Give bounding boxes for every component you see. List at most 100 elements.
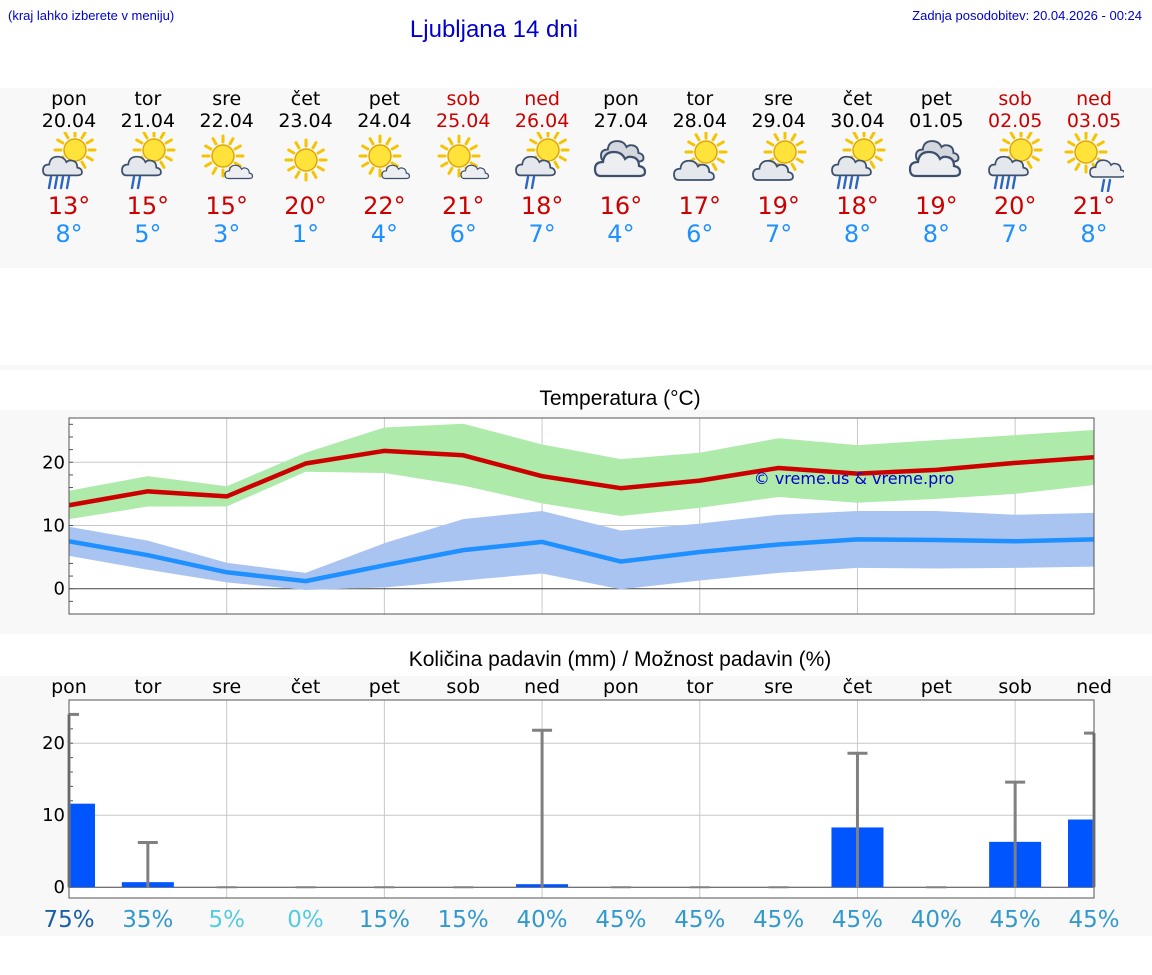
day-date: 01.05 xyxy=(909,110,964,132)
daily-forecast: pon 20.04 13° 8° tor 21.04 15° 5° sre 22.04 15° 3° č… xyxy=(0,88,1152,268)
day-date: 30.04 xyxy=(830,110,885,132)
overcast-icon xyxy=(593,140,647,178)
page-title: Ljubljana 14 dni xyxy=(409,16,579,43)
day-date: 03.05 xyxy=(1066,110,1122,132)
max-temperature: 19° xyxy=(915,192,958,220)
precip-day-label: čet xyxy=(843,676,873,698)
day-name: sob xyxy=(446,88,481,110)
day-name: pet xyxy=(368,88,400,110)
temp-ytick-label: 0 xyxy=(54,579,65,600)
day-column: sre 29.04 19° 7° xyxy=(739,88,819,248)
precip-day-label: sre xyxy=(764,676,793,698)
sun-cloud-heavy-rain-icon xyxy=(42,132,97,190)
max-temp-range-band xyxy=(69,423,1094,520)
day-column: pet 01.05 19° 8° xyxy=(896,88,976,248)
sun-cloud-icon xyxy=(672,132,728,181)
day-date: 20.04 xyxy=(41,110,97,132)
day-name: čet xyxy=(290,88,321,110)
precip-day-label: sob xyxy=(446,676,480,698)
min-temperature: 1° xyxy=(291,220,320,248)
last-updated: Zadnja posodobitev: 20.04.2026 - 00:24 xyxy=(912,8,1142,23)
max-temperature: 20° xyxy=(993,192,1037,220)
max-temperature: 13° xyxy=(47,192,91,220)
precip-day-label: sre xyxy=(212,676,241,698)
day-name: tor xyxy=(686,88,714,110)
sun-icon xyxy=(284,138,328,182)
location-hint: (kraj lahko izberete v meniju) xyxy=(8,8,175,23)
precip-day-label: tor xyxy=(686,676,713,698)
day-date: 25.04 xyxy=(436,110,491,132)
day-name: ned xyxy=(524,88,560,110)
min-temperature: 6° xyxy=(449,220,477,248)
sun-cloud-rain-icon xyxy=(515,132,570,190)
precip-plot-area xyxy=(69,700,1094,898)
precip-ytick-label: 0 xyxy=(54,877,65,898)
day-column: sob 02.05 20° 7° xyxy=(975,88,1055,248)
max-temperature: 15° xyxy=(126,192,170,220)
min-temperature: 7° xyxy=(765,220,793,248)
max-temperature: 18° xyxy=(836,192,879,220)
precip-ytick-label: 10 xyxy=(42,805,65,826)
min-temperature: 7° xyxy=(1001,220,1029,248)
precip-probability-label: 40% xyxy=(911,907,962,933)
precipitation-chart: pon tor sre čet pet sob ned pon tor sre čet pet sob n… xyxy=(42,676,1119,933)
precip-probability-label: 45% xyxy=(595,907,646,933)
max-temperature: 18° xyxy=(520,192,564,220)
day-name: čet xyxy=(842,88,873,110)
min-temperature: 5° xyxy=(134,220,162,248)
day-column: pon 20.04 13° 8° xyxy=(29,88,109,248)
temperature-chart-title: Temperatura (°C) xyxy=(539,387,701,410)
min-temperature: 7° xyxy=(528,220,556,248)
sun-cloud-heavy-rain-icon xyxy=(830,132,885,190)
overcast-icon xyxy=(909,140,962,178)
precip-day-label: ned xyxy=(524,676,560,698)
min-temperature: 8° xyxy=(922,220,950,248)
precip-day-label: pon xyxy=(603,676,639,698)
sun-cloud-icon xyxy=(751,132,807,181)
min-temperature: 8° xyxy=(55,220,83,248)
day-column: pet 24.04 22° 4° xyxy=(344,88,424,248)
day-name: ned xyxy=(1076,88,1112,110)
day-date: 23.04 xyxy=(278,110,333,132)
precip-day-label: ned xyxy=(1076,676,1112,698)
sun-cloud-rain-icon xyxy=(120,132,176,190)
precip-bar xyxy=(69,803,95,888)
day-date: 24.04 xyxy=(357,110,412,132)
min-temperature: 3° xyxy=(213,220,241,248)
precip-probability-label: 45% xyxy=(674,907,725,933)
day-column: tor 21.04 15° 5° xyxy=(108,88,188,248)
day-date: 02.05 xyxy=(987,110,1043,132)
precip-day-label: pon xyxy=(51,676,87,698)
precip-day-label: čet xyxy=(291,676,321,698)
copyright-watermark: © vreme.us & vreme.pro xyxy=(754,469,955,488)
day-date: 22.04 xyxy=(199,110,254,132)
min-temperature: 8° xyxy=(1080,220,1108,248)
day-name: tor xyxy=(134,88,162,110)
max-temperature: 19° xyxy=(757,192,800,220)
temperature-chart: 0 10 20 © vreme.us & vreme.pro xyxy=(42,417,1095,615)
precip-probability-label: 0% xyxy=(287,907,324,933)
precip-probability-label: 15% xyxy=(359,907,410,933)
precip-probability-label: 45% xyxy=(832,907,883,933)
max-temperature: 20° xyxy=(284,192,327,220)
precip-probability-label: 45% xyxy=(1068,907,1119,933)
precip-ytick-label: 20 xyxy=(42,733,65,754)
sun-small-cloud-icon xyxy=(437,134,490,180)
day-name: pet xyxy=(920,88,952,110)
day-date: 26.04 xyxy=(514,110,570,132)
precip-chart-title: Količina padavin (mm) / Možnost padavin … xyxy=(408,648,832,671)
sun-small-cloud-icon xyxy=(358,134,411,180)
max-temperature: 21° xyxy=(1072,192,1116,220)
min-temperature: 4° xyxy=(607,220,635,248)
sun-small-cloud-icon xyxy=(201,134,253,180)
precip-probability-label: 45% xyxy=(990,907,1041,933)
day-column: ned 26.04 18° 7° xyxy=(502,88,582,248)
precip-probability-label: 75% xyxy=(43,907,94,933)
day-column: pon 27.04 16° 4° xyxy=(581,88,661,248)
sun-dark-cloud-rain-icon xyxy=(1064,132,1125,192)
day-column: ned 03.05 21° 8° xyxy=(1054,88,1134,248)
precip-day-label: pet xyxy=(369,676,400,698)
precip-probability-label: 45% xyxy=(753,907,804,933)
day-date: 29.04 xyxy=(751,110,806,132)
max-temperature: 17° xyxy=(678,192,722,220)
